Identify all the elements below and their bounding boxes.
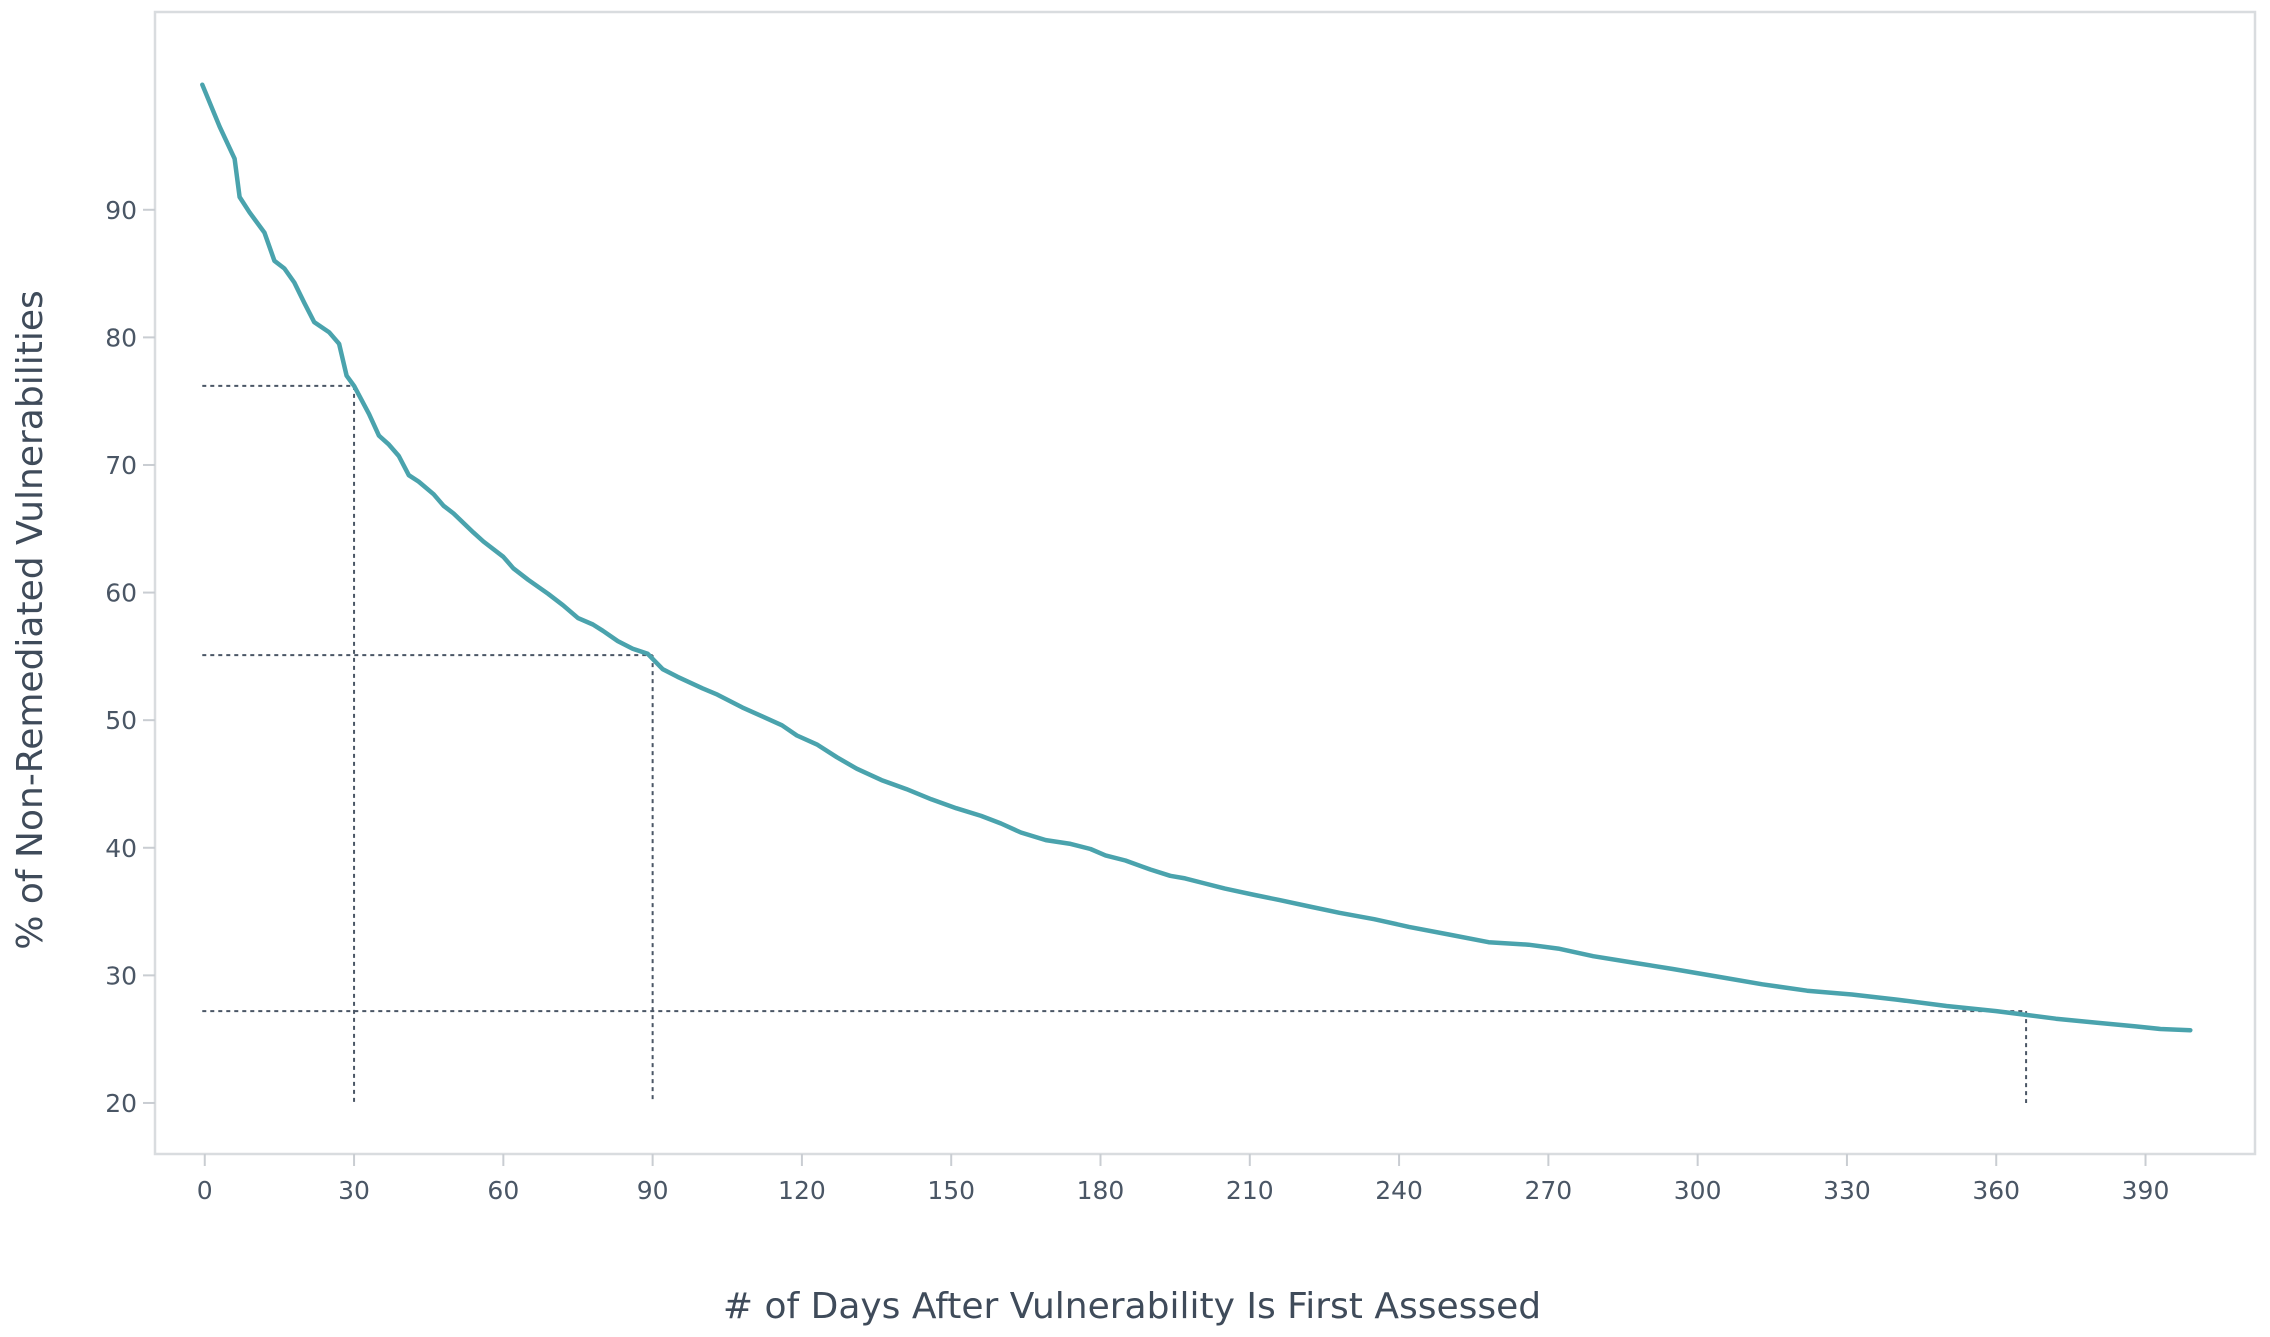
y-tick-label: 80 (105, 323, 137, 352)
series-line (200, 82, 2193, 1033)
y-axis: 20 30 40 50 60 70 80 90 (105, 196, 155, 1118)
y-axis-title: % of Non-Remediated Vulnerabilities (10, 290, 51, 950)
series-group (200, 82, 2193, 1033)
x-axis: 0 30 60 90 120 150 180 210 240 270 300 330 360 390 (197, 1154, 2170, 1205)
x-tick-label: 0 (197, 1176, 213, 1205)
reference-guides (202, 384, 2028, 1103)
x-axis-title: # of Days After Vulnerability Is First A… (723, 1286, 1541, 1327)
y-tick-label: 40 (105, 834, 137, 863)
x-tick-label: 30 (338, 1176, 370, 1205)
x-tick-label: 300 (1674, 1176, 1722, 1205)
y-tick-label: 60 (105, 579, 137, 608)
x-tick-label: 360 (1972, 1176, 2020, 1205)
x-tick-label: 150 (927, 1176, 975, 1205)
x-tick-label: 180 (1077, 1176, 1125, 1205)
y-tick-label: 30 (105, 961, 137, 990)
x-tick-label: 390 (2122, 1176, 2170, 1205)
y-tick-label: 20 (105, 1089, 137, 1118)
y-tick-label: 70 (105, 451, 137, 480)
x-tick-label: 60 (487, 1176, 519, 1205)
y-tick-label: 50 (105, 706, 137, 735)
x-tick-label: 90 (637, 1176, 669, 1205)
x-tick-label: 270 (1525, 1176, 1573, 1205)
plot-frame (153, 10, 2257, 1156)
x-tick-label: 120 (778, 1176, 826, 1205)
x-tick-label: 210 (1226, 1176, 1274, 1205)
x-tick-label: 330 (1823, 1176, 1871, 1205)
y-tick-label: 90 (105, 196, 137, 225)
x-tick-label: 240 (1375, 1176, 1423, 1205)
